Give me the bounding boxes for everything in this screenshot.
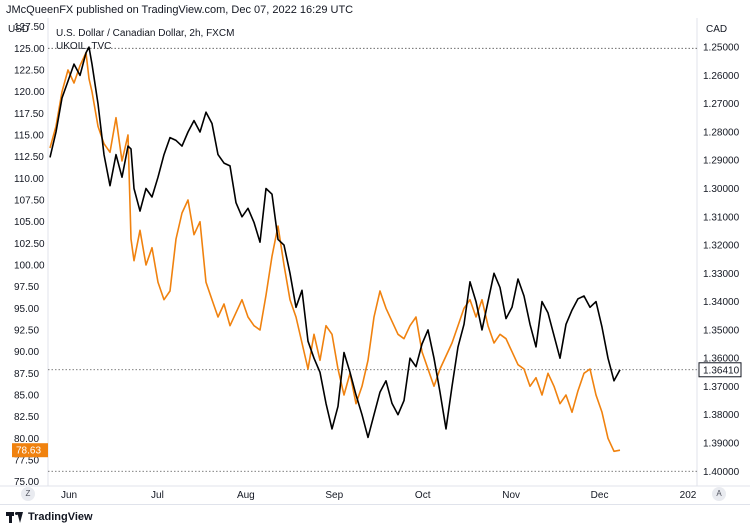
right-axis-ticks: 1.25000 1.26000 1.27000 1.28000 1.29000 1.300… — [703, 43, 740, 478]
legend-overlay-series[interactable]: UKOIL, TVC — [56, 41, 112, 52]
right-axis-unit: CAD — [706, 24, 728, 35]
left-tick-label: 85.00 — [14, 391, 39, 402]
usdcad-series-line — [49, 46, 621, 439]
right-tick-label: 1.32000 — [703, 241, 740, 252]
right-tick-label: 1.33000 — [703, 269, 740, 280]
ukoil-last-value-label: 78.63 — [16, 446, 41, 457]
tradingview-brand: TradingView — [28, 511, 93, 523]
left-tick-label: 122.50 — [14, 66, 45, 77]
publisher-line: JMcQueenFX published on TradingView.com,… — [6, 4, 354, 16]
left-tick-label: 110.00 — [14, 174, 44, 185]
right-tick-label: 1.39000 — [703, 439, 740, 450]
auto-scale-button[interactable]: A — [712, 487, 726, 501]
right-tick-label: 1.28000 — [703, 127, 740, 138]
right-tick-label: 1.26000 — [703, 71, 740, 82]
left-tick-label: 80.00 — [14, 434, 39, 445]
time-tick-label: Nov — [502, 490, 520, 501]
price-chart[interactable]: 127.50 125.00 122.50 120.00 117.50 115.00 112.… — [0, 0, 750, 504]
usdcad-last-value-badge — [698, 362, 742, 378]
timezone-button[interactable]: Z — [21, 487, 35, 501]
right-tick-label: 1.25000 — [703, 43, 740, 54]
chart-footer: TradingView — [0, 504, 750, 529]
right-tick-label: 1.30000 — [703, 184, 740, 195]
legend-main-series[interactable]: U.S. Dollar / Canadian Dollar, 2h, FXCM — [56, 28, 235, 39]
tradingview-logo-icon — [6, 511, 24, 523]
left-tick-label: 97.50 — [14, 282, 39, 293]
left-tick-label: 75.00 — [14, 477, 39, 488]
time-tick-label: 202 — [680, 490, 697, 501]
right-tick-label: 1.31000 — [703, 212, 740, 223]
left-axis-ticks: 127.50 125.00 122.50 120.00 117.50 115.00 112.… — [14, 22, 45, 488]
left-tick-label: 125.00 — [14, 44, 45, 55]
left-tick-label: 102.50 — [14, 239, 45, 250]
time-tick-label: Dec — [591, 490, 609, 501]
left-axis-unit: USD — [8, 24, 30, 35]
left-tick-label: 100.00 — [14, 261, 45, 272]
left-tick-label: 87.50 — [14, 369, 39, 380]
right-tick-label: 1.35000 — [703, 325, 740, 336]
time-tick-label: Sep — [325, 490, 343, 501]
tradingview-logo[interactable]: TradingView — [6, 511, 93, 523]
left-tick-label: 105.00 — [14, 217, 45, 228]
left-tick-label: 77.50 — [14, 456, 39, 467]
left-tick-label: 82.50 — [14, 412, 39, 423]
chart-legend: U.S. Dollar / Canadian Dollar, 2h, FXCM … — [56, 27, 234, 53]
left-tick-label: 112.50 — [14, 152, 44, 163]
left-tick-label: 120.00 — [14, 87, 45, 98]
time-tick-label: Oct — [415, 490, 431, 501]
right-tick-label: 1.27000 — [703, 99, 740, 110]
ukoil-series-line — [49, 51, 621, 453]
right-tick-label: 1.38000 — [703, 410, 740, 421]
usdcad-last-value-label: 1.36410 — [703, 365, 740, 376]
series-layer — [49, 46, 621, 453]
right-tick-label: 1.34000 — [703, 297, 740, 308]
left-tick-label: 117.50 — [14, 109, 44, 120]
time-tick-label: Jun — [61, 490, 77, 501]
time-tick-label: Aug — [237, 490, 255, 501]
right-tick-label: 1.40000 — [703, 467, 740, 478]
left-tick-label: 127.50 — [14, 22, 45, 33]
left-tick-label: 95.00 — [14, 304, 39, 315]
time-tick-label: Jul — [151, 490, 164, 501]
last-value-badges: 78.63 1.36410 — [12, 362, 742, 458]
time-axis-ticks: Jun Jul Aug Sep Oct Nov Dec 202 — [61, 490, 697, 501]
left-tick-label: 115.00 — [14, 131, 44, 142]
left-tick-label: 90.00 — [14, 347, 39, 358]
left-tick-label: 92.50 — [14, 326, 39, 337]
ukoil-last-value-badge — [12, 443, 48, 458]
left-tick-label: 107.50 — [14, 196, 45, 207]
right-tick-label: 1.29000 — [703, 156, 740, 167]
right-tick-label: 1.36000 — [703, 354, 740, 365]
right-tick-label: 1.37000 — [703, 382, 740, 393]
